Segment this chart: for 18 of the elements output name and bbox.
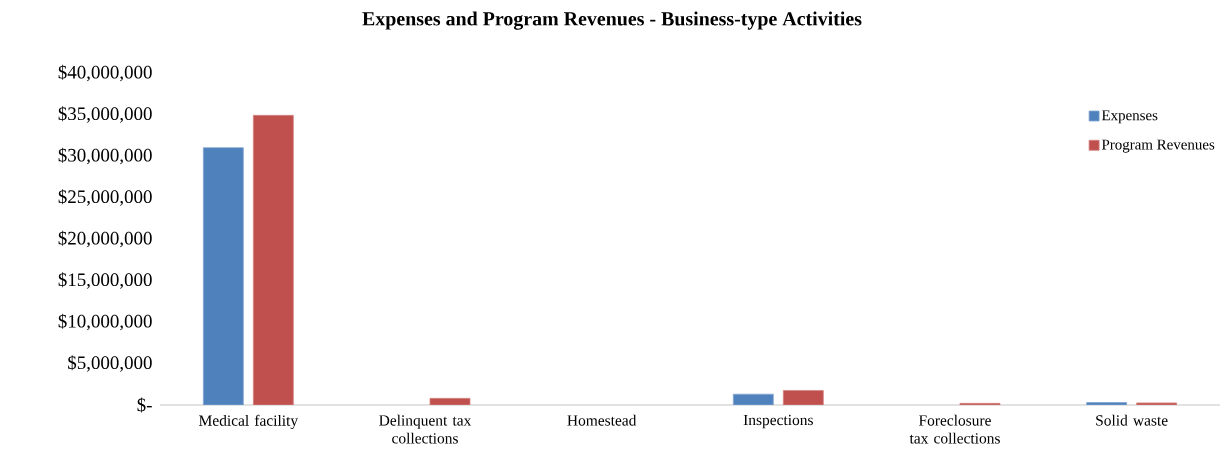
x-tick-label: Inspections — [743, 414, 813, 429]
x-tick-label: Medical facility — [199, 414, 299, 429]
y-tick-label: $20,000,000 — [58, 230, 152, 248]
y-tick-label: $- — [137, 397, 152, 413]
x-tick-label: Delinquent tax collections — [379, 414, 472, 444]
y-tick-label: $35,000,000 — [58, 106, 152, 123]
y-tick-label: $10,000,000 — [58, 313, 152, 331]
y-tick-label: $5,000,000 — [68, 355, 152, 372]
x-tick-label: Homestead — [567, 414, 637, 426]
x-tick-label: Solid waste — [1096, 414, 1168, 426]
legend-label: Expenses — [1101, 110, 1158, 124]
chart-title: Expenses and Program Revenues - Business-type Activities — [362, 11, 862, 30]
y-tick-label: $25,000,000 — [58, 189, 152, 206]
legend-label: Program Revenues — [1101, 139, 1215, 153]
y-tick-label: $30,000,000 — [58, 147, 152, 165]
y-tick-label: $40,000,000 — [58, 64, 152, 82]
x-tick-label: Foreclosure tax collections — [909, 414, 1000, 444]
y-tick-label: $15,000,000 — [58, 272, 152, 289]
